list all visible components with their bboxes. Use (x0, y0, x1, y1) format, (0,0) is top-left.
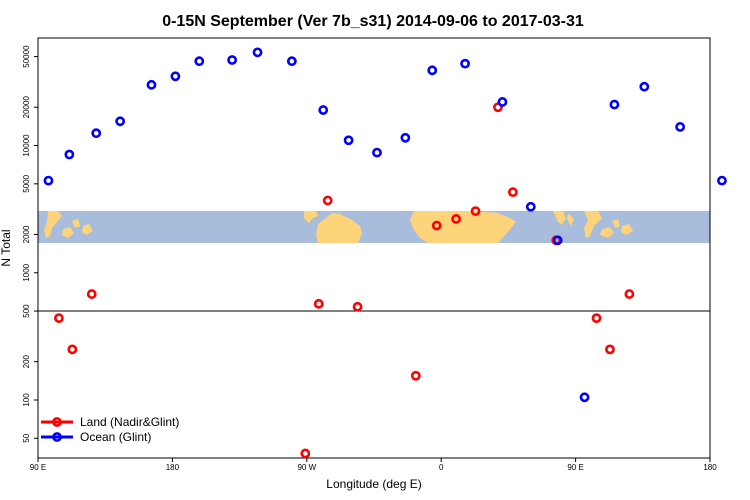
legend-land-label: Land (Nadir&Glint) (80, 415, 179, 429)
x-tick-label: 90 E (30, 463, 46, 472)
x-axis-label: Longitude (deg E) (326, 477, 421, 491)
land-point (300, 448, 311, 459)
ocean-point (115, 116, 126, 127)
y-tick-label: 500 (22, 304, 31, 318)
ocean-point (460, 58, 470, 69)
map-strip (38, 211, 710, 243)
y-tick-label: 5000 (22, 174, 31, 192)
y-tick-label: 1000 (22, 263, 31, 281)
y-tick-label: 100 (22, 393, 31, 407)
ocean-point (64, 149, 75, 160)
ocean-point (194, 56, 205, 67)
land-point (591, 313, 602, 324)
land-point (86, 289, 97, 299)
land-point (322, 195, 333, 206)
land-point (54, 313, 64, 324)
land-point (352, 301, 363, 312)
legend-land-marker (52, 417, 62, 427)
ocean-point (427, 65, 438, 76)
land-point (451, 214, 462, 224)
ocean-point (170, 71, 181, 82)
x-tick-label: 90 E (567, 463, 583, 472)
land-point (605, 344, 615, 355)
y-tick-label: 50000 (22, 45, 31, 68)
legend-ocean-marker (52, 432, 62, 442)
y-tick-label: 50 (22, 433, 31, 442)
plot-frame (37, 37, 711, 459)
land-point (410, 370, 421, 381)
ocean-point (91, 128, 102, 139)
ocean-point (343, 135, 354, 146)
land-point (67, 344, 78, 355)
ocean-point (318, 105, 329, 115)
y-tick-label: 10000 (22, 134, 31, 157)
legend: Land (Nadir&Glint) Ocean (Glint) (41, 415, 179, 444)
ocean-point (252, 47, 263, 58)
ocean-point (579, 392, 590, 403)
x-axis: 90 E 180 90 W 0 90 E 180 (30, 458, 717, 472)
land-point (507, 187, 518, 198)
y-tick-label: 20000 (22, 96, 31, 119)
x-tick-label: 180 (703, 463, 717, 472)
x-tick-label: 180 (166, 463, 180, 472)
land-point (431, 220, 442, 231)
ocean-point (675, 122, 686, 132)
ocean-point (286, 56, 297, 67)
ocean-point (717, 175, 727, 186)
y-tick-label: 2000 (22, 225, 31, 243)
ocean-point (552, 235, 563, 246)
y-tick-label: 200 (22, 354, 31, 368)
ocean-point (497, 97, 508, 107)
data-points (43, 47, 727, 459)
ocean-point (43, 175, 54, 186)
ocean-point (372, 147, 382, 158)
ocean-point (146, 79, 157, 90)
x-tick-label: 0 (439, 463, 444, 472)
ocean-point (227, 55, 238, 65)
land-point (624, 289, 635, 299)
legend-ocean-label: Ocean (Glint) (80, 430, 151, 444)
ocean-point (609, 99, 620, 110)
land-point (313, 298, 324, 309)
land-point (470, 206, 481, 217)
chart-title: 0-15N September (Ver 7b_s31) 2014-09-06 … (162, 13, 584, 30)
y-axis-label: N Total (0, 229, 13, 266)
ocean-point (639, 81, 650, 92)
ocean-point (525, 201, 536, 212)
y-axis: 50 100 200 500 1000 2000 5000 10000 20000 50000 (22, 45, 38, 443)
x-tick-label: 90 W (297, 463, 316, 472)
ocean-point (400, 132, 411, 143)
map-land-shapes (44, 211, 633, 243)
map-ocean-band (38, 211, 710, 243)
